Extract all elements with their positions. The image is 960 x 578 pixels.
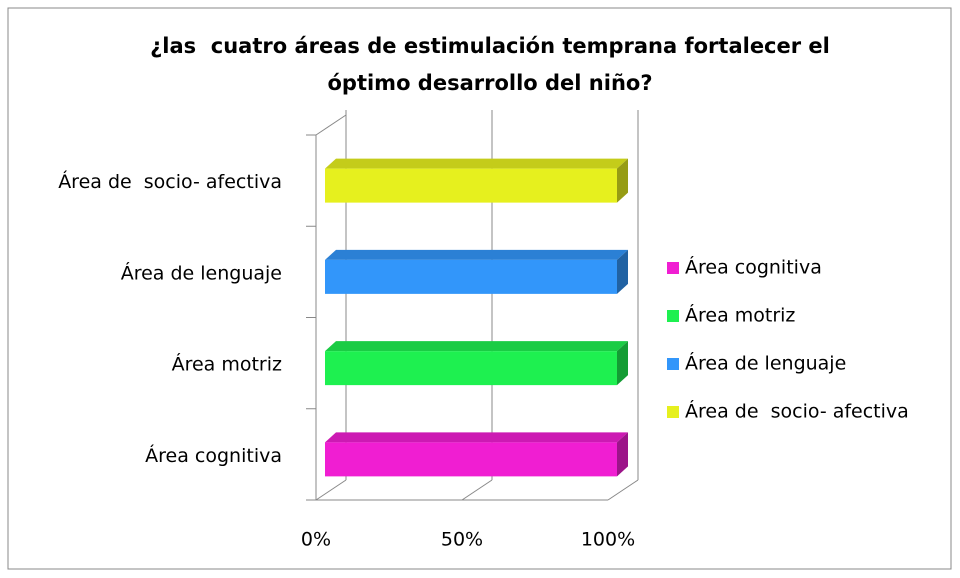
- legend-swatch: [667, 358, 679, 370]
- bar-side: [617, 158, 628, 203]
- legend-swatch: [667, 262, 679, 274]
- y-tick-label: Área de lenguaje: [121, 261, 282, 284]
- bar-top: [325, 249, 628, 260]
- bar-top: [325, 341, 628, 352]
- bar: [325, 168, 617, 203]
- bar: [325, 351, 617, 386]
- y-tick-label: Área cognitiva: [145, 444, 282, 467]
- legend-label: Área cognitiva: [685, 256, 822, 279]
- x-tick-label: 0%: [301, 529, 331, 551]
- bar-top: [325, 432, 628, 443]
- bar: [325, 442, 617, 477]
- floor-line: [607, 479, 639, 501]
- legend-label: Área de socio- afectiva: [685, 400, 909, 423]
- floor-line: [461, 479, 493, 501]
- legend-label: Área motriz: [685, 304, 795, 327]
- chart-title: ¿las cuatro áreas de estimulación tempra…: [150, 34, 838, 95]
- x-tick-label: 50%: [441, 529, 483, 551]
- bar: [325, 259, 617, 294]
- bar-side: [617, 249, 628, 294]
- legend-swatch: [667, 406, 679, 418]
- bar-side: [617, 341, 628, 386]
- bar-top: [325, 158, 628, 169]
- y-tick-label: Área de socio- afectiva: [58, 170, 282, 193]
- y-tick-label: Área motriz: [172, 353, 282, 376]
- x-tick-label: 100%: [581, 529, 635, 551]
- axis-wall: [315, 114, 347, 136]
- bar-side: [617, 432, 628, 477]
- floor-line: [315, 479, 347, 501]
- legend-swatch: [667, 310, 679, 322]
- legend-label: Área de lenguaje: [685, 352, 846, 375]
